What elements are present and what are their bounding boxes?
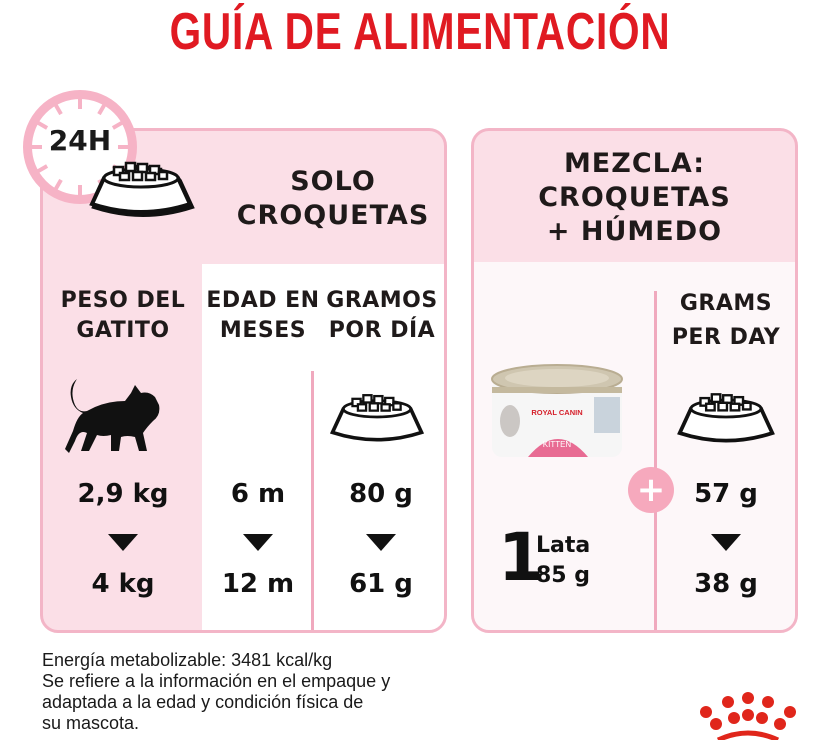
arrow-down-icon	[711, 534, 741, 551]
grams-to: 61 g	[349, 569, 413, 599]
dry-grams-to: 38 g	[694, 569, 758, 599]
arrow-down-icon	[108, 534, 138, 551]
header-line: PESO DEL	[60, 288, 186, 313]
kitten-wet-food-can-image: KITTEN ROYAL CANIN	[491, 364, 623, 457]
footer-note: Energía metabolizable: 3481 kcal/kg Se r…	[42, 650, 502, 734]
arrow-down-icon	[243, 534, 273, 551]
table-white-area	[202, 264, 444, 630]
grams-from: 80 g	[349, 479, 413, 509]
wet-unit: Lata	[536, 533, 591, 558]
weight-from: 2,9 kg	[77, 479, 169, 509]
mixed-feeding-heading: MEZCLA: CROQUETAS + HÚMEDO	[474, 147, 795, 249]
can-brand-text: ROYAL CANIN	[531, 408, 582, 417]
column-header-grams-per-day: GRAMS PER DAY	[657, 287, 795, 355]
can-variant-text: KITTEN	[543, 440, 572, 449]
weight-to: 4 kg	[91, 569, 155, 599]
age-to: 12 m	[221, 569, 295, 599]
header-line: GRAMOS	[326, 288, 438, 313]
badge-24h: 24H	[48, 124, 112, 157]
header-line: PER DAY	[671, 325, 781, 350]
clock-icon	[23, 90, 137, 204]
column-divider	[654, 291, 657, 630]
heading-line: + HÚMEDO	[546, 216, 723, 247]
column-header-grams: GRAMOS POR DÍA	[319, 286, 444, 346]
header-line: MESES	[219, 318, 307, 343]
header-line: GRAMS	[679, 291, 773, 316]
arrow-down-icon	[366, 534, 396, 551]
food-bowl-icon	[329, 394, 425, 442]
page-title: GUÍA DE ALIMENTACIÓN	[169, 3, 671, 61]
note-text: Se refiere a la información en el empaqu…	[42, 671, 391, 691]
header-line: EDAD EN	[206, 288, 320, 313]
heading-line: CROQUETAS	[236, 200, 430, 231]
column-divider	[311, 371, 314, 630]
food-bowl-icon	[677, 393, 775, 443]
dry-grams-from: 57 g	[694, 479, 758, 509]
dry-only-heading: SOLO CROQUETAS	[233, 165, 433, 233]
wet-count: 1	[498, 519, 544, 596]
heading-line: CROQUETAS	[538, 182, 731, 213]
wet-weight: 85 g	[536, 563, 591, 588]
mixed-feeding-panel: MEZCLA: CROQUETAS + HÚMEDO KITTEN ROYAL …	[471, 128, 798, 633]
plus-icon: +	[628, 467, 674, 513]
kitten-silhouette-icon	[65, 379, 160, 453]
note-text: su mascota.	[42, 713, 140, 733]
note-text: adaptada a la edad y condición física de	[42, 692, 364, 712]
header-line: POR DÍA	[328, 318, 436, 343]
dry-only-panel: SOLO CROQUETAS PESO DEL GATITO EDAD EN M…	[40, 128, 447, 633]
header-line: GATITO	[76, 318, 170, 343]
age-from: 6 m	[230, 479, 286, 509]
heading-line: SOLO	[290, 166, 376, 197]
brand-crown-logo-icon	[700, 692, 796, 740]
column-header-age: EDAD EN MESES	[203, 286, 323, 346]
energy-text: Energía metabolizable: 3481 kcal/kg	[42, 650, 333, 670]
heading-line: MEZCLA:	[563, 148, 706, 179]
column-header-weight: PESO DEL GATITO	[53, 286, 193, 346]
food-bowl-icon	[89, 161, 193, 214]
